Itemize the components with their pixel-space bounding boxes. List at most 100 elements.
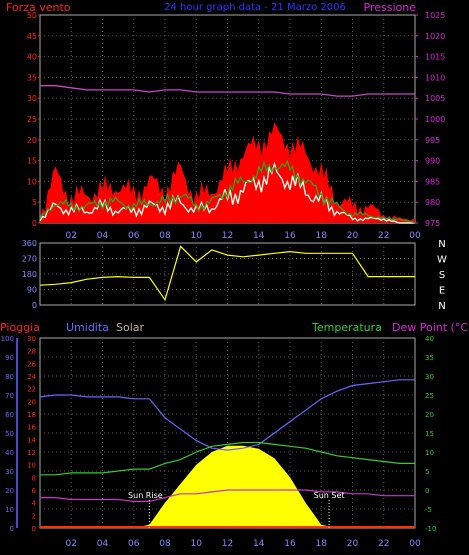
wind-y-tick: 25 bbox=[27, 115, 37, 124]
rain-y-tick: 30 bbox=[27, 335, 36, 343]
rain-y-tick: 18 bbox=[27, 411, 36, 419]
rain-y-tick: 4 bbox=[32, 500, 37, 508]
legend-temperature: Temperatura bbox=[311, 321, 382, 334]
pressure-line bbox=[40, 85, 415, 97]
sunrise-label: Sun Rise bbox=[128, 491, 163, 500]
wind-pressure-chart: 0510152025303540455097598098599099510001… bbox=[27, 11, 446, 241]
direction-y-tick: 180 bbox=[22, 270, 37, 279]
rain-y-tick: 26 bbox=[27, 360, 36, 368]
direction-y-tick: 90 bbox=[27, 286, 37, 295]
x-tick-label: 10 bbox=[191, 231, 203, 241]
compass-label: E bbox=[439, 286, 445, 297]
direction-y-tick: 270 bbox=[22, 255, 37, 264]
legend-solar: Solar bbox=[116, 321, 145, 334]
rain-y-tick: 16 bbox=[27, 424, 36, 432]
temperature-y-tick: 35 bbox=[425, 354, 434, 362]
humidity-y-tick: 10 bbox=[5, 506, 14, 514]
direction-y-tick: 360 bbox=[22, 239, 37, 248]
dew-point-line bbox=[40, 489, 415, 502]
temperature-y-tick: 20 bbox=[425, 411, 434, 419]
humidity-line bbox=[39, 379, 415, 451]
temperature-y-tick: -10 bbox=[425, 525, 436, 533]
humidity-y-tick: 80 bbox=[5, 373, 14, 381]
humidity-y-tick: 30 bbox=[5, 468, 14, 476]
rain-y-tick: 8 bbox=[32, 474, 36, 482]
x-tick-label: 12 bbox=[222, 231, 233, 241]
direction-y-tick: 0 bbox=[32, 301, 37, 310]
wind-direction-line bbox=[39, 245, 415, 302]
pressure-axis-title: Pressione bbox=[364, 1, 417, 14]
wind-y-tick: 35 bbox=[27, 73, 37, 82]
wind-y-tick: 30 bbox=[27, 94, 37, 103]
temperature-y-tick: 5 bbox=[425, 468, 429, 476]
temperature-y-tick: 10 bbox=[425, 449, 434, 457]
pressure-y-tick: 980 bbox=[425, 198, 440, 207]
rain-y-tick: 22 bbox=[27, 386, 36, 394]
x-tick-label: 08 bbox=[159, 539, 171, 549]
wind-y-tick: 10 bbox=[27, 177, 37, 186]
x-tick-label: 10 bbox=[191, 539, 203, 549]
pressure-y-tick: 1025 bbox=[425, 11, 445, 20]
wind-y-tick: 5 bbox=[32, 198, 37, 207]
rain-y-tick: 24 bbox=[27, 373, 36, 381]
pressure-y-tick: 1005 bbox=[425, 94, 445, 103]
x-tick-label: 20 bbox=[347, 231, 359, 241]
wind-speed-line bbox=[39, 161, 415, 224]
x-tick-label: 02 bbox=[66, 539, 77, 549]
sunset-label: Sun Set bbox=[314, 491, 345, 500]
humidity-y-tick: 40 bbox=[5, 449, 14, 457]
pressure-y-tick: 985 bbox=[425, 177, 440, 186]
pressure-y-tick: 1000 bbox=[425, 115, 445, 124]
humidity-y-tick: 90 bbox=[5, 354, 14, 362]
x-tick-label: 20 bbox=[347, 539, 359, 549]
pressure-y-tick: 1015 bbox=[425, 53, 445, 62]
pressure-y-tick: 1010 bbox=[425, 73, 445, 82]
rain-y-tick: 12 bbox=[27, 449, 36, 457]
temperature-y-tick: 15 bbox=[425, 430, 434, 438]
chart-title: 24 hour graph data - 21 Marzo 2006 bbox=[164, 2, 346, 13]
wind-gust-area bbox=[40, 122, 415, 223]
temperature-y-tick: 25 bbox=[425, 392, 434, 400]
compass-label: N bbox=[438, 301, 445, 312]
legend-rain: Pioggia bbox=[0, 321, 40, 334]
rain-y-tick: 20 bbox=[27, 398, 36, 406]
wind-y-tick: 50 bbox=[27, 11, 37, 20]
humidity-y-tick: 20 bbox=[5, 487, 14, 495]
x-tick-label: 06 bbox=[128, 539, 140, 549]
wind-y-tick: 15 bbox=[27, 157, 37, 166]
x-tick-label: 22 bbox=[378, 539, 389, 549]
x-tick-label: 00 bbox=[409, 231, 421, 241]
rain-y-tick: 0 bbox=[32, 525, 36, 533]
humidity-y-tick: 50 bbox=[5, 430, 14, 438]
pressure-y-tick: 990 bbox=[425, 157, 440, 166]
solar-area bbox=[40, 445, 415, 528]
rain-y-tick: 6 bbox=[32, 487, 37, 495]
x-tick-label: 16 bbox=[284, 539, 296, 549]
humidity-y-tick: 70 bbox=[5, 392, 14, 400]
temperature-y-tick: -5 bbox=[425, 506, 432, 514]
legend-humidity: Umidita bbox=[66, 321, 109, 334]
compass-label: N bbox=[438, 239, 445, 250]
rain-y-tick: 14 bbox=[27, 436, 36, 444]
pressure-y-tick: 995 bbox=[425, 136, 440, 145]
x-tick-label: 00 bbox=[409, 539, 421, 549]
wind-y-tick: 0 bbox=[32, 219, 37, 228]
x-tick-label: 04 bbox=[97, 539, 109, 549]
temperature-line bbox=[40, 441, 415, 476]
humidity-y-tick: 60 bbox=[5, 411, 14, 419]
temperature-y-tick: 30 bbox=[425, 373, 434, 381]
rain-y-tick: 10 bbox=[27, 462, 36, 470]
x-tick-label: 02 bbox=[66, 231, 77, 241]
rain-y-tick: 28 bbox=[27, 348, 36, 356]
wind-axis-title: Forza vento bbox=[6, 1, 71, 14]
temperature-y-tick: 0 bbox=[425, 487, 429, 495]
compass-label: S bbox=[439, 270, 445, 281]
x-tick-label: 04 bbox=[97, 231, 109, 241]
wind-y-tick: 20 bbox=[27, 136, 37, 145]
x-tick-label: 08 bbox=[159, 231, 171, 241]
x-tick-label: 14 bbox=[253, 231, 265, 241]
temperature-y-tick: 40 bbox=[425, 335, 434, 343]
pressure-y-tick: 1020 bbox=[425, 32, 445, 41]
